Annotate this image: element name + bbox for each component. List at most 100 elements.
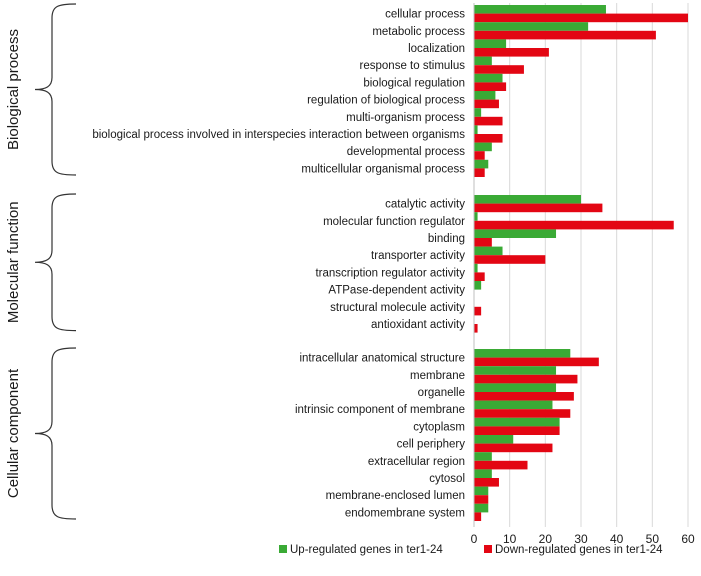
legend-label-up: Up-regulated genes in ter1-24 [290,544,443,556]
bar-down-transporter-activity [474,255,546,264]
bar-up-cytosol [474,469,492,478]
bar-down-molecular-function-regulator [474,220,674,230]
bar-up-catalytic-activity [474,195,581,204]
category-label-structural-molecule-activity: structural molecule activity [330,302,465,314]
category-label-intrinsic-component-of-membrane: intrinsic component of membrane [295,404,465,416]
group-label-cellular-component: Cellular component [5,368,22,498]
bar-up-metabolic-process [474,22,589,31]
bar-up-membrane [474,366,557,375]
bar-up-intrinsic-component-of-membrane [474,400,553,410]
category-label-endomembrane-system: endomembrane system [345,507,465,519]
bar-up-intracellular-anatomical-structure [474,349,571,358]
legend: Up-regulated genes in ter1-24 Down-regula… [279,544,663,556]
category-label-organelle: organelle [418,387,465,399]
category-label-transporter-activity: transporter activity [371,250,465,262]
legend-swatch-down [484,545,492,553]
category-label-binding: binding [428,233,465,245]
bar-down-cytoplasm [474,426,560,435]
bar-up-localization [474,39,507,48]
group-label-biological-process: Biological process [5,29,22,150]
bar-up-cellular-process [474,5,606,14]
bar-down-organelle [474,392,574,401]
legend-swatch-up [279,545,287,553]
bar-up-extracellular-region [474,452,492,461]
bar-up-biological-process-involved-in-interspecies-interaction-between-organisms [474,125,478,134]
x-tick-label-10: 10 [503,532,517,546]
bar-down-endomembrane-system [474,512,482,521]
bar-up-response-to-stimulus [474,56,492,66]
category-label-membrane: membrane [410,370,465,382]
bar-up-membrane-enclosed-lumen [474,486,489,496]
bar-up-regulation-of-biological-process [474,91,496,100]
category-label-cytoplasm: cytoplasm [413,421,465,433]
bar-down-developmental-process [474,151,485,160]
bar-down-metabolic-process [474,30,656,40]
bar-down-cell-periphery [474,443,553,453]
x-tick-label-40: 40 [610,532,624,546]
bar-down-extracellular-region [474,460,528,470]
category-label-biological-process-involved-in-interspecies-interaction-between-organisms: biological process involved in interspec… [92,129,465,141]
bar-up-transcription-regulator-activity [474,263,478,273]
bar-down-regulation-of-biological-process [474,99,499,109]
x-axis-layer: 0 10 20 30 40 50 60 [471,3,695,546]
bar-up-biological-regulation [474,73,503,83]
category-label-atpase-dependent-activity: ATPase-dependent activity [328,285,465,297]
bar-down-catalytic-activity [474,203,603,213]
x-tick-label-20: 20 [539,532,553,546]
x-tick-label-60: 60 [681,532,695,546]
category-label-response-to-stimulus: response to stimulus [360,60,466,72]
legend-label-down: Down-regulated genes in ter1-24 [495,544,663,556]
x-tick-label-0: 0 [471,532,478,546]
bar-up-multi-organism-process [474,108,482,117]
group-brace-biological-process [34,3,77,176]
category-label-antioxidant-activity: antioxidant activity [371,319,465,331]
bar-layer [474,5,688,521]
bar-down-structural-molecule-activity [474,306,482,316]
category-label-intracellular-anatomical-structure: intracellular anatomical structure [299,353,465,365]
bar-down-cellular-process [474,13,688,23]
bar-up-cytoplasm [474,417,560,427]
bar-down-cytosol [474,478,499,487]
bar-up-organelle [474,383,557,392]
category-label-multicellular-organismal-process: multicellular organismal process [301,163,465,175]
bar-up-endomembrane-system [474,503,489,513]
category-label-localization: localization [408,43,465,55]
bar-up-binding [474,229,557,238]
group-label-molecular-function: Molecular function [5,201,22,323]
category-label-multi-organism-process: multi-organism process [346,112,465,124]
category-label-cellular-process: cellular process [385,9,465,21]
bar-down-intracellular-anatomical-structure [474,357,599,367]
x-tick-label-50: 50 [646,532,660,546]
category-label-developmental-process: developmental process [347,146,466,158]
bar-down-response-to-stimulus [474,65,524,74]
bar-down-binding [474,238,492,247]
bar-down-antioxidant-activity [474,324,478,333]
category-label-cell-periphery: cell periphery [397,439,466,451]
bar-down-transcription-regulator-activity [474,272,485,281]
group-brace-cellular-component [34,347,77,520]
group-brace-molecular-function [34,193,77,332]
category-label-transcription-regulator-activity: transcription regulator activity [315,267,465,279]
category-label-layer: cellular process metabolic process localiz… [92,9,465,520]
bar-down-membrane-enclosed-lumen [474,495,489,504]
category-label-extracellular-region: extracellular region [368,456,465,468]
bar-up-multicellular-organismal-process [474,159,489,169]
x-tick-label-30: 30 [574,532,588,546]
bar-up-atpase-dependent-activity [474,281,482,290]
bar-up-cell-periphery [474,435,514,444]
category-label-metabolic-process: metabolic process [372,26,465,38]
bar-down-intrinsic-component-of-membrane [474,409,571,418]
bar-up-transporter-activity [474,246,503,256]
bar-up-molecular-function-regulator [474,212,478,221]
category-label-biological-regulation: biological regulation [363,77,465,89]
bar-down-localization [474,48,549,57]
category-label-catalytic-activity: catalytic activity [385,199,465,211]
category-label-regulation-of-biological-process: regulation of biological process [307,95,465,107]
bar-down-multicellular-organismal-process [474,168,485,177]
bar-down-biological-regulation [474,82,507,91]
bar-down-membrane [474,374,578,384]
bar-down-biological-process-involved-in-interspecies-interaction-between-organisms [474,134,503,143]
group-brace-layer: Biological process Molecular function Cell… [5,3,77,520]
